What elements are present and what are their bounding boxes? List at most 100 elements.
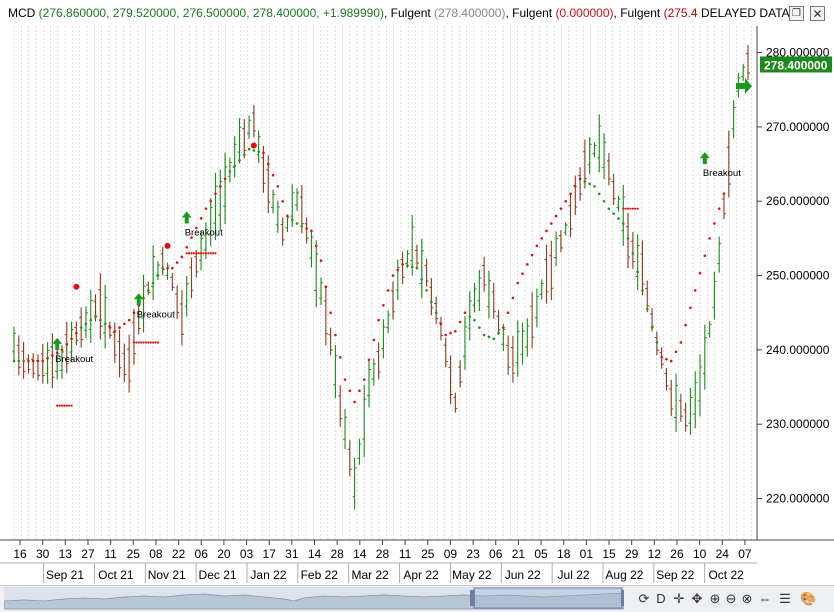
stop-dot (295, 222, 299, 225)
stop-level-dot (207, 252, 210, 255)
stop-dot (511, 296, 515, 300)
stop-dot (252, 149, 256, 152)
stop-dot (573, 185, 577, 188)
breakout-label: Breakout (137, 309, 175, 320)
stop-dot (391, 274, 395, 277)
stop-dot (415, 266, 419, 270)
stop-dot (281, 199, 284, 203)
x-day-label: 10 (693, 547, 707, 561)
stop-level-dot (147, 341, 150, 344)
x-day-label: 06 (195, 547, 209, 561)
x-month-label: Jul 22 (558, 568, 590, 582)
stop-dot (420, 277, 424, 281)
x-day-label: 15 (602, 547, 616, 561)
x-day-label: 17 (263, 547, 277, 561)
stop-dot (41, 359, 45, 363)
zoom-out-icon[interactable]: ⊖ (725, 591, 737, 606)
zoom-in-icon[interactable]: ⊕ (709, 591, 721, 606)
y-tick-label: 250.000000 (766, 269, 830, 283)
x-month-label: Mar 22 (351, 568, 389, 582)
stop-dot (382, 303, 385, 307)
stop-dot (425, 289, 428, 292)
stop-dot (578, 177, 582, 181)
indicator-1-name: Fulgent (390, 6, 431, 20)
stop-dot (214, 192, 217, 196)
indicator-1-value: (278.400000) (434, 6, 506, 20)
x-day-label: 14 (308, 547, 322, 561)
stop-dot (492, 337, 496, 341)
x-day-label: 30 (36, 547, 50, 561)
stop-dot (94, 315, 97, 318)
stop-dot (218, 185, 222, 188)
range-icon[interactable]: ⇔ (758, 591, 772, 606)
stop-dot (444, 333, 448, 337)
cursor-icon[interactable]: ✛ (673, 591, 685, 606)
stop-dot (367, 358, 371, 362)
stop-dot (434, 311, 438, 315)
stop-dot (521, 272, 524, 276)
x-day-label: 03 (240, 547, 254, 561)
stop-dot (607, 207, 611, 210)
stop-dot (540, 237, 544, 240)
stop-dot (698, 271, 702, 275)
restore-icon[interactable]: ❐ (789, 6, 804, 21)
stop-dot (550, 222, 553, 225)
stop-dot (458, 320, 462, 324)
x-month-label: Dec 21 (199, 568, 237, 582)
reset-zoom-icon[interactable]: ⊗ (741, 591, 753, 606)
stop-level-dot (636, 207, 639, 210)
breakout-label: Breakout (55, 354, 93, 365)
x-day-label: 24 (716, 547, 730, 561)
stop-dot (502, 326, 505, 329)
stop-level-dot (188, 252, 191, 255)
stop-level-dot (60, 404, 64, 407)
x-day-label: 31 (285, 547, 299, 561)
stop-dot (583, 180, 587, 183)
indicator-2-name: Fulgent (512, 6, 553, 20)
move-icon[interactable]: ✥ (691, 591, 703, 606)
stop-dot (717, 207, 721, 210)
indicator-3-value: (275.4 (663, 6, 698, 20)
stop-level-dot (631, 207, 634, 210)
price-chart[interactable]: Breakout Breakout Breakout Breakout 280.000… (0, 26, 834, 585)
stop-dot (396, 268, 400, 272)
stop-dot (156, 274, 160, 277)
breakout-arrow-icon (181, 211, 192, 224)
palette-icon[interactable]: 🎨 (800, 591, 817, 606)
stop-dot (89, 318, 93, 322)
stop-dot (645, 307, 649, 311)
stop-level-dot (68, 404, 71, 407)
x-day-label: 16 (13, 547, 27, 561)
stop-dot (473, 318, 476, 322)
stop-dot (478, 326, 481, 329)
stop-dot (535, 244, 539, 248)
stop-level-dot (195, 252, 198, 255)
stop-dot (693, 289, 697, 292)
stop-dot (463, 311, 467, 315)
stop-level-dot (132, 341, 136, 344)
stop-level-dot (209, 252, 212, 255)
stop-dot (650, 326, 654, 329)
close-icon[interactable]: ✕ (810, 6, 825, 21)
stop-dot (305, 227, 308, 230)
stop-dot (516, 281, 520, 285)
x-day-label: 09 (444, 547, 458, 561)
high-dot (164, 242, 171, 249)
stop-dot (290, 218, 294, 222)
x-day-label: 06 (489, 547, 503, 561)
stop-dot (641, 289, 644, 292)
stop-dot (482, 333, 486, 337)
stop-level-dot (137, 341, 140, 344)
stop-dot (602, 199, 606, 203)
stop-dot (626, 237, 630, 240)
navigator-minimap[interactable] (4, 587, 624, 611)
refresh-icon[interactable]: ⟳ (638, 591, 650, 606)
high-dot (73, 283, 80, 290)
list-icon[interactable]: ☰ (779, 591, 791, 606)
y-tick-label: 280.000000 (766, 46, 830, 60)
period-button[interactable]: D (656, 591, 666, 606)
stop-dot (554, 214, 558, 218)
stop-dot (266, 162, 270, 166)
stop-level-dot (204, 252, 207, 255)
stop-dot (348, 389, 352, 393)
